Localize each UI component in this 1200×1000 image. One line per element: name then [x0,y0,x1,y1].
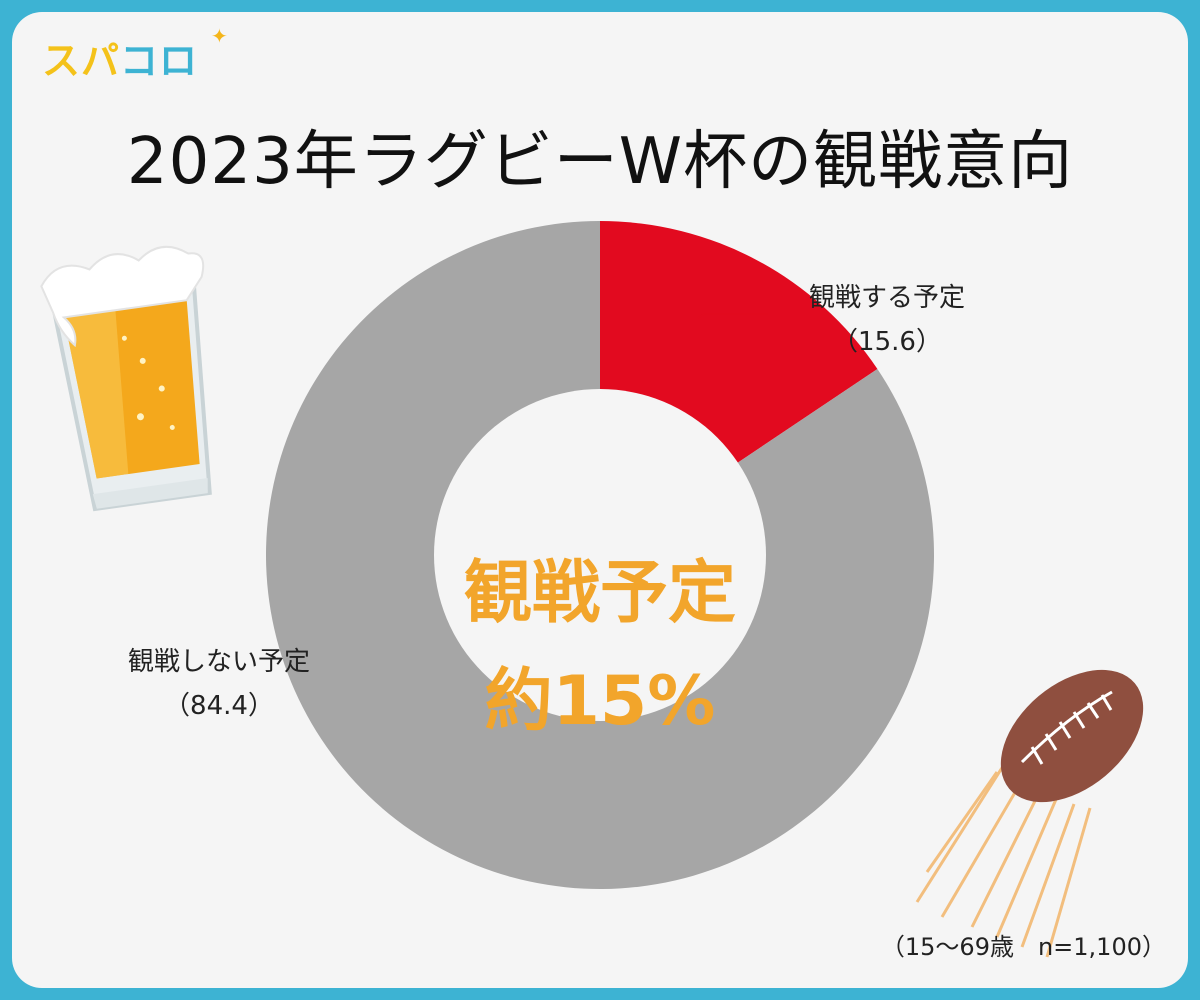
leader-line-watch [697,313,768,319]
slice-label-not-watch: 観戦しない予定 [128,647,310,677]
donut-chart: 観戦する予定 （15.6） 観戦しない予定 （84.4） 観戦予定 約15% [40,221,1144,958]
logo-part2: コロ [120,39,199,83]
center-label-line1: 観戦予定 [464,554,736,633]
beer-glass-icon [40,245,212,512]
logo: スパコロ [42,30,198,85]
logo-part1: スパ [42,39,121,83]
rugby-ball-icon [915,669,1144,958]
center-label-line2: 約15% [485,662,716,741]
page-title: 2023年ラグビーW杯の観戦意向 [126,125,1074,199]
slice-value-watch: （15.6） [832,327,942,357]
sparkle-icon: ✦ [211,24,228,48]
footnote: （15〜69歳 n=1,100） [880,933,1166,961]
slice-label-watch: 観戦する予定 [809,283,965,313]
infographic-frame: スパコロ ✦ 2023年ラグビーW杯の観戦意向 観戦する予定 （15.6） 観戦… [12,12,1188,988]
donut-hole [434,389,766,721]
slice-value-not-watch: （84.4） [164,691,274,721]
